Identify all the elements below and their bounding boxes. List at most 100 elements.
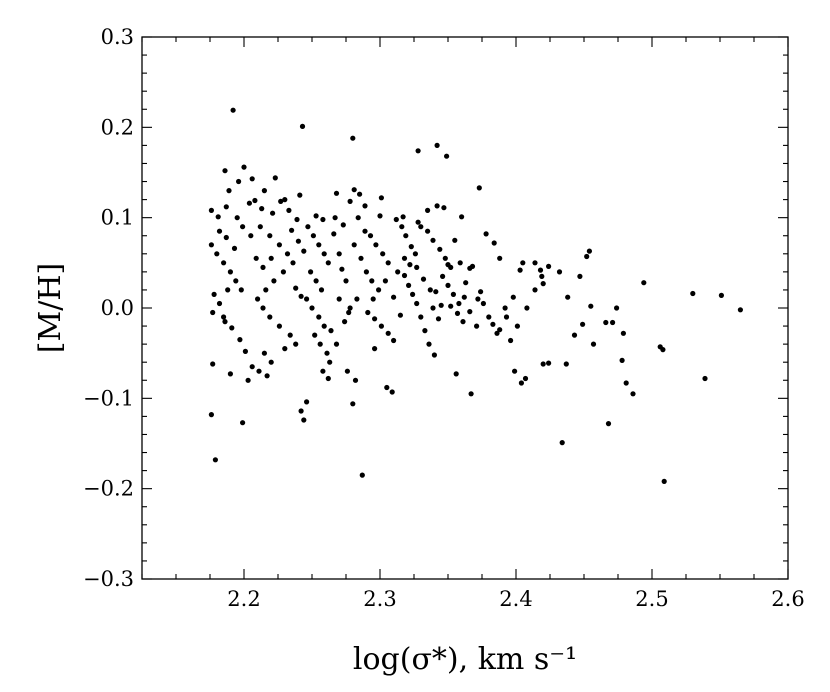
data-point <box>460 319 466 325</box>
data-point <box>210 361 216 367</box>
data-point <box>215 214 221 220</box>
data-point <box>397 312 403 318</box>
data-point <box>354 296 360 302</box>
data-point <box>490 321 496 327</box>
data-point <box>467 309 473 315</box>
data-point <box>563 361 569 367</box>
scatter-points <box>208 107 744 484</box>
data-point <box>610 319 616 326</box>
data-point <box>459 214 465 220</box>
data-point <box>216 228 223 234</box>
data-point <box>539 273 545 279</box>
data-point <box>546 263 552 269</box>
data-point <box>540 361 546 367</box>
data-point <box>577 273 583 279</box>
data-point <box>256 368 262 374</box>
data-point <box>216 300 223 307</box>
data-point <box>367 233 374 239</box>
data-point <box>391 294 397 300</box>
data-point <box>276 323 282 329</box>
data-point <box>363 269 369 275</box>
data-point <box>225 287 231 293</box>
data-point <box>282 197 288 203</box>
data-point <box>340 222 346 228</box>
data-point <box>321 323 327 329</box>
data-point <box>245 377 251 383</box>
data-point <box>418 314 424 320</box>
data-point <box>333 341 340 347</box>
data-point <box>522 375 529 382</box>
data-point <box>347 305 353 311</box>
data-point <box>377 213 383 219</box>
x-tick-labels: 2.2 2.3 2.4 2.5 2.6 <box>227 587 804 611</box>
data-point <box>259 206 265 212</box>
data-point <box>425 228 431 234</box>
data-point <box>441 205 447 211</box>
data-point <box>427 287 433 293</box>
data-point <box>586 248 593 254</box>
data-point <box>378 323 384 329</box>
data-point <box>267 314 273 320</box>
data-point <box>494 330 500 336</box>
data-point <box>308 269 314 275</box>
data-point <box>270 210 276 216</box>
data-point <box>305 224 311 230</box>
data-point <box>369 278 375 284</box>
data-point <box>294 216 300 223</box>
data-point <box>355 215 361 221</box>
data-point <box>208 412 214 418</box>
data-point <box>661 478 667 484</box>
data-point <box>320 368 326 374</box>
data-point <box>260 305 266 311</box>
data-point <box>445 282 451 288</box>
data-point <box>605 421 612 427</box>
data-point <box>502 305 508 311</box>
data-point <box>208 207 214 213</box>
data-point <box>352 377 359 383</box>
data-point <box>237 337 243 343</box>
x-tick-label: 2.4 <box>499 587 532 611</box>
data-point <box>249 176 255 182</box>
data-point <box>236 178 242 185</box>
plot-frame <box>141 36 789 580</box>
data-point <box>336 251 342 257</box>
data-point <box>350 135 356 141</box>
data-point <box>389 389 395 395</box>
data-point <box>261 188 267 194</box>
data-point <box>385 330 391 336</box>
data-point <box>584 253 590 260</box>
data-point <box>313 213 319 219</box>
data-point <box>476 185 482 191</box>
data-point <box>293 341 299 347</box>
data-point <box>221 260 227 266</box>
data-point <box>327 359 333 365</box>
data-point <box>437 246 443 252</box>
data-point <box>347 198 353 204</box>
data-point <box>350 401 356 407</box>
data-point <box>448 303 454 309</box>
data-point <box>298 408 304 414</box>
data-point <box>268 359 274 365</box>
data-point <box>280 269 286 275</box>
data-point <box>241 164 247 170</box>
data-point <box>483 231 489 237</box>
data-point <box>276 242 282 248</box>
data-point <box>454 310 461 316</box>
data-point <box>546 360 552 366</box>
data-point <box>264 373 270 379</box>
data-point <box>301 248 307 254</box>
data-point <box>240 420 246 426</box>
data-point <box>623 380 629 386</box>
data-point <box>287 332 293 338</box>
data-point <box>532 287 538 293</box>
data-point <box>517 267 523 273</box>
data-point <box>331 231 337 237</box>
data-point <box>410 291 416 297</box>
data-point <box>227 371 233 377</box>
data-point <box>226 188 232 194</box>
data-point <box>393 216 399 223</box>
data-point <box>231 245 238 251</box>
data-point <box>304 296 310 302</box>
data-point <box>333 190 340 196</box>
data-point <box>461 294 467 300</box>
